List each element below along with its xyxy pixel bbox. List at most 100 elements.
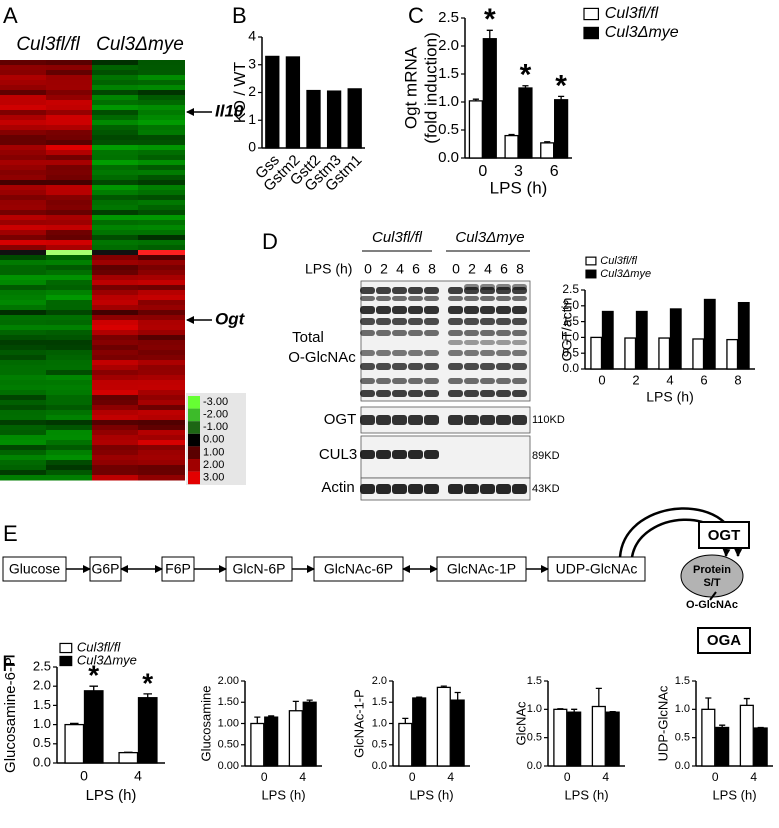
blot-band [464,330,479,336]
heatmap-cell [0,260,46,266]
y-tick-label: 0.50 [218,739,239,751]
heatmap-cell [92,125,138,131]
heatmap-cell [0,290,46,296]
size-label: 110KD [532,414,565,426]
heatmap-cell [46,405,92,411]
y-tick-label: 3 [248,55,256,71]
blot-band [480,484,495,494]
x-tick-label: 0 [564,770,571,784]
heatmap-cell [46,85,92,91]
heatmap-cell [46,440,92,446]
heatmap-cell [138,65,185,71]
colorbar-label: -2.00 [203,409,228,421]
blot-band [512,330,527,336]
group-header: Cul3fl/fl [372,229,423,246]
heatmap-cell [92,145,138,151]
heatmap-cell [46,200,92,206]
error-bar [472,98,479,101]
heatmap-cell [0,265,46,271]
heatmap-cell [46,270,92,276]
legend-swatch [585,256,597,266]
x-tick-label: 2 [632,372,639,387]
heatmap-cell [92,185,138,191]
heatmap-cell [92,400,138,406]
bar [624,337,637,370]
heatmap-cell [138,475,185,481]
heatmap-cell [46,395,92,401]
heatmap-cell [0,170,46,176]
heatmap-cell [0,330,46,336]
heatmap-cell [46,120,92,126]
heatmap-cell [92,250,138,256]
blot-band [360,378,375,384]
heatmap-cell [138,460,185,466]
legend-swatch [585,269,597,279]
heatmap-cell [0,110,46,116]
heatmap-cell [138,125,185,131]
y-tick-label: 1.50 [218,696,239,708]
blot-band [512,306,527,314]
heatmap-cell [92,290,138,296]
heatmap-cell [92,225,138,231]
bar [553,708,568,767]
heatmap-cell [92,320,138,326]
heatmap-cell [46,195,92,201]
heatmap-cell [0,470,46,476]
y-tick-label: 1 [248,111,256,127]
bar [468,100,483,159]
blot-band [448,306,463,314]
heatmap-cell [138,395,185,401]
heatmap-cell [0,370,46,376]
heatmap-cell [92,410,138,416]
y-tick-label: 0.5 [372,739,387,751]
blot-row-label: Actin [321,479,354,496]
bar [306,89,321,149]
colorbar-label: -3.00 [203,396,228,408]
heatmap-cell [46,330,92,336]
heatmap-cell [92,80,138,86]
x-tick-label: 4 [666,372,673,387]
bar [482,38,497,159]
heatmap-cell [0,310,46,316]
bar [590,336,603,370]
bar [412,697,427,767]
blot-band [392,350,407,356]
heatmap-cell [138,345,185,351]
blot-row-label: OGT [324,411,357,428]
heatmap-cell [92,280,138,286]
heatmap-cell [138,365,185,371]
heatmap-cell [0,320,46,326]
heatmap-cell [46,185,92,191]
x-tick-label: 0 [409,770,416,784]
heatmap-cell [92,155,138,161]
heatmap-cell [0,180,46,186]
heatmap-cell [138,210,185,216]
y-tick-label: 0.5 [33,735,51,750]
heatmap-cell [138,305,185,311]
heatmap-cell [138,295,185,301]
blot-band [392,415,407,425]
heatmap-cell [138,200,185,206]
legend-label: Cul3Δmye [605,24,679,41]
heatmap-cell [0,115,46,121]
pathway-step: UDP-GlcNAc [556,561,638,577]
heatmap-cell [138,450,185,456]
heatmap-cell [92,315,138,321]
heatmap-cell [138,255,185,261]
heatmap-cell [138,415,185,421]
lane-label: 8 [516,261,524,277]
heatmap-cell [46,400,92,406]
heatmap-cell [138,390,185,396]
heatmap-cell [138,60,185,66]
heatmap-cell [0,240,46,246]
bar [703,298,716,370]
modification-label: O-GlcNAc [686,599,738,611]
blot-band [376,415,391,425]
heatmap-cell [92,260,138,266]
blot-band [392,378,407,384]
heatmap-cell [92,180,138,186]
x-axis-label: LPS (h) [646,389,693,405]
heatmap-cell [138,235,185,241]
blot-band [392,306,407,314]
heatmap-cell [138,150,185,156]
